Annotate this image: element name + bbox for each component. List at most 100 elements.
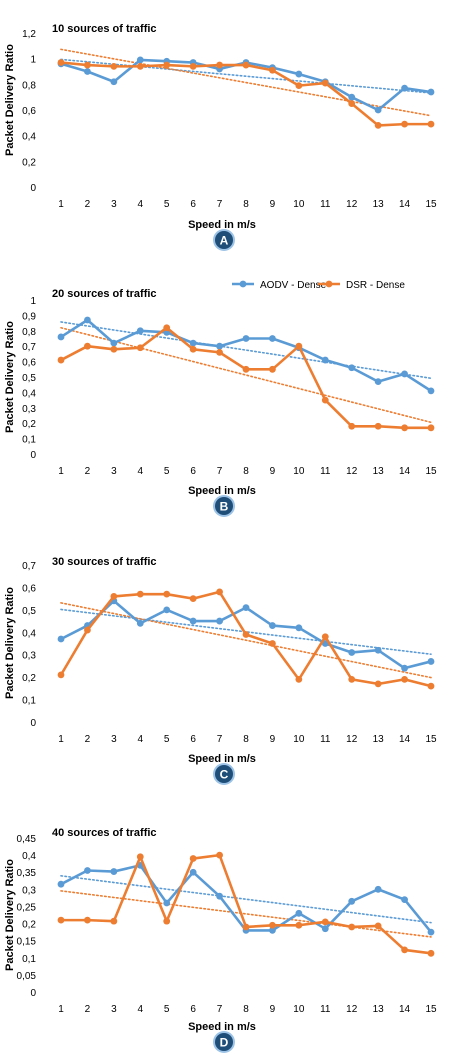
legend-label: DSR - Dense — [346, 280, 405, 291]
data-point-aodv — [269, 622, 276, 629]
data-point-aodv — [295, 70, 303, 78]
data-point-dsr — [163, 324, 171, 332]
y-tick-label: 0,8 — [22, 327, 36, 338]
x-tick-label: 11 — [320, 199, 331, 210]
trendline-aodv — [60, 608, 432, 656]
badge-circle — [215, 231, 233, 249]
data-point-aodv — [269, 335, 276, 342]
badge-circle — [215, 765, 233, 783]
data-point-aodv — [57, 880, 65, 888]
y-tick-label: 0,6 — [22, 106, 36, 117]
x-tick-label: 7 — [217, 466, 223, 477]
x-tick-label: 4 — [138, 199, 144, 210]
x-tick-label: 10 — [293, 466, 305, 477]
x-tick-label: 1 — [58, 1004, 64, 1015]
legend: AODV - Dense DSR - Dense — [232, 280, 405, 291]
x-tick-label: 3 — [111, 734, 117, 745]
data-point-aodv — [348, 93, 356, 101]
chart-title: 10 sources of traffic — [52, 23, 157, 35]
data-point-dsr — [295, 342, 303, 350]
x-tick-label: 15 — [425, 1004, 437, 1015]
data-point-dsr — [84, 626, 91, 634]
data-point-dsr — [189, 62, 197, 70]
x-tick-label: 1 — [58, 466, 64, 477]
x-tick-label: 3 — [111, 466, 117, 477]
x-tick-label: 10 — [293, 734, 305, 745]
data-point-aodv — [374, 885, 382, 893]
data-point-dsr — [401, 946, 408, 954]
data-point-dsr — [427, 120, 435, 128]
data-point-dsr — [110, 345, 118, 353]
data-point-dsr — [216, 588, 223, 596]
y-tick-label: 0,2 — [22, 419, 36, 430]
data-point-aodv — [242, 335, 250, 342]
data-point-dsr — [348, 422, 356, 430]
y-tick-label: 0 — [30, 450, 36, 461]
x-tick-label: 5 — [164, 199, 170, 210]
data-point-aodv — [401, 896, 408, 903]
data-point-dsr — [374, 122, 382, 129]
y-tick-label: 0,4 — [22, 851, 36, 862]
y-tick-label: 0 — [30, 718, 36, 729]
x-tick-label: 10 — [293, 199, 305, 210]
data-point-aodv — [348, 649, 356, 656]
data-point-dsr — [348, 923, 356, 931]
legend-label: AODV - Dense — [260, 280, 327, 291]
x-tick-label: 14 — [399, 1004, 411, 1015]
data-point-aodv — [295, 624, 303, 632]
y-axis-label: Packet Delivery Ratio — [4, 859, 16, 971]
x-tick-label: 6 — [190, 199, 196, 210]
data-point-dsr — [163, 61, 171, 69]
x-tick-label: 11 — [320, 1004, 331, 1015]
y-tick-label: 1 — [30, 55, 36, 66]
data-point-aodv — [401, 370, 408, 378]
data-point-aodv — [189, 339, 197, 347]
panel-badge: B — [213, 495, 235, 517]
x-tick-label: 6 — [190, 466, 196, 477]
data-point-aodv — [110, 868, 118, 875]
data-point-dsr — [321, 79, 329, 87]
data-point-dsr — [110, 593, 118, 600]
data-point-dsr — [216, 851, 223, 859]
x-tick-label: 7 — [217, 1004, 223, 1015]
data-point-dsr — [401, 424, 408, 432]
y-tick-label: 0,2 — [22, 157, 36, 168]
y-tick-label: 0,3 — [22, 651, 36, 662]
data-point-dsr — [242, 61, 250, 69]
y-tick-label: 0 — [30, 183, 36, 194]
x-tick-label: 11 — [320, 466, 331, 477]
data-point-dsr — [57, 671, 65, 679]
trendline-aodv — [60, 875, 432, 924]
chart-title: 30 sources of traffic — [52, 556, 157, 568]
x-axis-label: Speed in m/s — [188, 485, 256, 497]
data-point-dsr — [321, 396, 329, 404]
data-point-aodv — [374, 646, 382, 654]
data-point-dsr — [110, 917, 118, 925]
x-tick-label: 1 — [58, 199, 64, 210]
y-tick-label: 0,4 — [22, 132, 36, 143]
data-point-dsr — [242, 631, 250, 638]
x-axis-label: Speed in m/s — [188, 1021, 256, 1033]
x-tick-label: 8 — [243, 466, 249, 477]
y-tick-label: 0,45 — [17, 834, 37, 845]
data-point-aodv — [84, 68, 91, 75]
y-tick-label: 0,7 — [22, 561, 36, 572]
legend-marker — [325, 280, 333, 288]
data-point-dsr — [189, 855, 197, 862]
data-point-aodv — [401, 664, 408, 672]
data-point-dsr — [427, 682, 435, 690]
badge-letter: D — [220, 1036, 229, 1050]
series-line-dsr — [60, 61, 431, 127]
data-point-dsr — [427, 424, 435, 432]
y-tick-label: 0,25 — [17, 902, 37, 913]
data-point-dsr — [136, 590, 144, 598]
x-tick-label: 15 — [425, 466, 437, 477]
x-tick-label: 14 — [399, 466, 411, 477]
y-tick-label: 0,2 — [22, 673, 36, 684]
x-tick-label: 9 — [270, 1004, 276, 1015]
data-point-aodv — [427, 658, 435, 665]
x-tick-label: 2 — [85, 1004, 91, 1015]
x-tick-label: 13 — [373, 466, 385, 477]
